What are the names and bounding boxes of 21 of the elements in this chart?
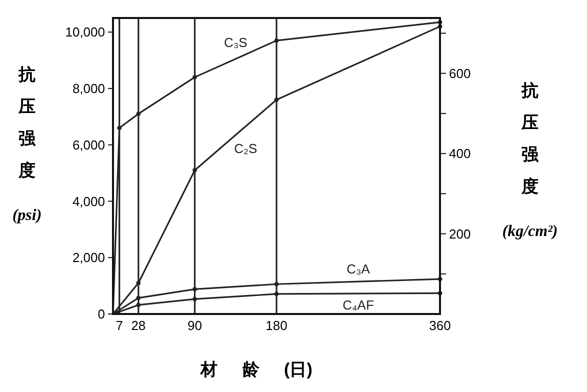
x-tick-label: 28 (131, 318, 146, 333)
series-label: C₂S (234, 140, 258, 156)
y2-tick-label: 400 (449, 146, 471, 162)
y-tick-label: 8,000 (72, 81, 105, 96)
y-tick-label: 6,000 (72, 137, 105, 152)
y-tick-label: 4,000 (72, 194, 105, 209)
y2-tick-label: 600 (449, 66, 471, 81)
series-label: C₃A (346, 262, 370, 277)
text: 抗压强度 (psi) (12, 65, 42, 224)
y-tick-label: 0 (98, 306, 105, 322)
x-tick-label: 360 (429, 318, 451, 333)
y-tick-label: 2,000 (72, 250, 105, 266)
series-label: C₄AF (342, 298, 374, 313)
text: 抗压强度 (kg/cm²) (502, 81, 558, 240)
y2-tick-label: 200 (449, 226, 471, 242)
x-axis-title: 材 龄 (日) (200, 360, 312, 379)
x-tick-label: 7 (116, 318, 123, 333)
y-tick-label: 10,000 (65, 24, 105, 40)
x-tick-label: 180 (266, 318, 288, 333)
x-tick-label: 90 (188, 318, 202, 333)
series-label: C₃S (224, 34, 248, 50)
